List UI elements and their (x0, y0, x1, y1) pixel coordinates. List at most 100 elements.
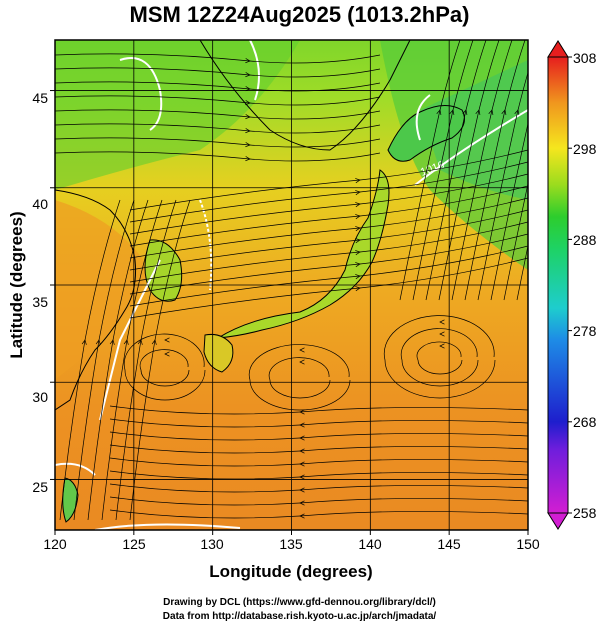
isobar-contour (94, 523, 241, 530)
streamline-arrow (355, 238, 361, 244)
isobar-contour (119, 57, 163, 131)
isobar-contour (415, 94, 431, 141)
streamline-arrow (95, 339, 101, 345)
streamline-arrow (355, 274, 361, 280)
streamline-arrow (355, 226, 361, 232)
streamline-arrow (137, 339, 143, 345)
streamline-arrow (245, 114, 251, 120)
streamline-arrow (355, 262, 361, 268)
streamline-arrow (355, 286, 361, 292)
streamline-arrow (355, 250, 361, 256)
streamline-arrow (501, 109, 507, 115)
streamline (399, 40, 461, 301)
y-axis-ticks (50, 90, 55, 480)
x-tick-label: 135 (279, 536, 303, 552)
y-axis-title: Latitude (degrees) (7, 211, 26, 358)
streamline-arrow (475, 109, 481, 115)
streamline (383, 315, 496, 399)
streamline (516, 244, 528, 301)
streamline-arrow (439, 319, 445, 325)
streamline-arrow (299, 409, 305, 415)
streamline (451, 40, 513, 301)
streamline-arrow (164, 337, 170, 343)
streamline (139, 349, 190, 387)
streamline-arrow (299, 461, 305, 467)
isobar-contour (99, 259, 161, 421)
colorbar (547, 40, 572, 530)
streamline-arrow (299, 448, 305, 454)
streamline-arrow (245, 72, 251, 78)
streamline (464, 40, 526, 301)
streamline (416, 341, 463, 375)
mainland-coast (55, 189, 136, 411)
streamline-arrow (299, 474, 305, 480)
x-axis-title: Longitude (degrees) (209, 562, 372, 581)
streamline-arrow (355, 202, 361, 208)
streamline (248, 344, 351, 411)
korea-land (144, 239, 183, 302)
isobar-contour (249, 40, 260, 101)
colorbar-label: 298 (573, 141, 597, 157)
streamline (412, 40, 474, 301)
russia-coast (199, 40, 411, 151)
x-tick-label: 140 (358, 536, 382, 552)
streamline-arrow (462, 109, 468, 115)
y-tick-label: 45 (32, 90, 48, 106)
wind-streamlines (55, 40, 528, 521)
japan-kyushu-land (203, 334, 234, 373)
streamline-arrow (299, 435, 305, 441)
streamline-arrow (245, 100, 251, 106)
streamline-arrow (355, 178, 361, 184)
streamline-arrow (439, 343, 445, 349)
isobar-contour (55, 462, 96, 476)
isobar-contour (199, 199, 213, 291)
taiwan-land (62, 477, 79, 523)
streamline-arrow (355, 214, 361, 220)
page-title: MSM 12Z24Aug2025 (1013.2hPa) (129, 2, 470, 27)
streamline-arrow (449, 109, 455, 115)
streamline-arrow (299, 487, 305, 493)
colorbar-min-arrow (547, 512, 569, 530)
colorbar-label: 258 (573, 505, 597, 521)
streamline-arrow (299, 359, 305, 365)
colorbar-label: 308 (573, 50, 597, 66)
x-tick-label: 125 (122, 536, 146, 552)
streamline-arrow (81, 339, 87, 345)
streamline-arrow (123, 339, 129, 345)
y-tick-label: 35 (32, 294, 48, 310)
streamline-arrow (151, 339, 157, 345)
streamline-arrow (514, 109, 520, 115)
streamline (477, 71, 528, 301)
colorbar-max-arrow (547, 40, 569, 58)
streamline-arrow (439, 331, 445, 337)
y-tick-label: 40 (32, 196, 48, 212)
streamline-arrow (436, 109, 442, 115)
streamline-arrow (245, 58, 251, 64)
streamline (425, 40, 487, 301)
streamline-arrow (164, 351, 170, 357)
streamline (490, 121, 528, 301)
y-tick-label: 25 (32, 479, 48, 495)
streamline-arrow (245, 156, 251, 162)
colorbar-label: 288 (573, 232, 597, 248)
japan-honshu-land (217, 169, 390, 339)
streamline-arrow (109, 339, 115, 345)
drawing-credit: Drawing by DCL (https://www.gfd-dennou.o… (163, 597, 436, 608)
colorbar-label: 268 (573, 414, 597, 430)
streamline-arrow (299, 500, 305, 506)
streamline (503, 181, 528, 301)
x-tick-label: 120 (43, 536, 67, 552)
y-tick-label: 30 (32, 389, 48, 405)
streamline-arrow (299, 422, 305, 428)
data-credit: Data from http://database.rish.kyoto-u.a… (162, 611, 437, 622)
streamline-arrow (299, 513, 305, 519)
streamline-arrow (488, 109, 494, 115)
streamline-arrow (245, 128, 251, 134)
streamline (268, 357, 331, 399)
streamline-arrow (355, 190, 361, 196)
colorbar-scale (547, 56, 569, 514)
colorbar-ticks (568, 56, 572, 514)
x-tick-label: 130 (200, 536, 224, 552)
streamline-arrow (245, 142, 251, 148)
